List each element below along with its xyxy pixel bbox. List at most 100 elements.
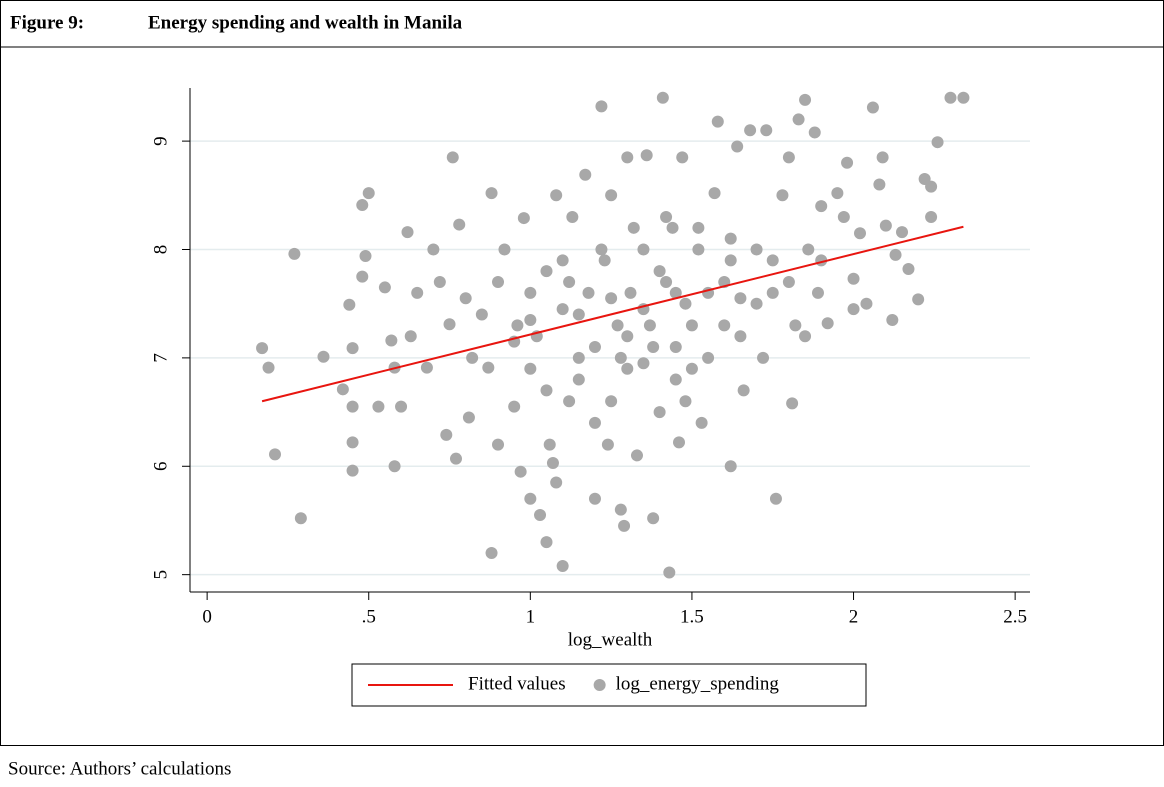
point (579, 168, 592, 181)
point (543, 438, 556, 451)
point (660, 210, 673, 223)
point (811, 286, 824, 299)
point (912, 293, 925, 306)
point (588, 341, 601, 354)
point (256, 342, 269, 355)
point (605, 189, 618, 202)
legend-label: log_energy_spending (616, 673, 780, 694)
point (647, 512, 660, 525)
point (737, 384, 750, 397)
point (630, 449, 643, 462)
source-note: Source: Authors’ calculations (8, 758, 231, 779)
point (475, 308, 488, 321)
legend-box (351, 663, 867, 707)
point (317, 350, 330, 363)
point (395, 400, 408, 413)
point (653, 265, 666, 278)
point (637, 243, 650, 256)
point (734, 330, 747, 343)
x-tick-label: 0 (202, 606, 212, 627)
point (550, 476, 563, 489)
point (808, 126, 821, 139)
point (269, 448, 282, 461)
point (346, 400, 359, 413)
point (540, 265, 553, 278)
point (556, 303, 569, 316)
point (873, 178, 886, 191)
point (582, 286, 595, 299)
point (492, 276, 505, 289)
point (420, 361, 433, 374)
point (517, 212, 530, 225)
point (588, 492, 601, 505)
point (492, 438, 505, 451)
point (925, 180, 938, 193)
point (588, 416, 601, 429)
point (889, 248, 902, 261)
point (931, 136, 944, 149)
figure-label: Figure 9: (10, 12, 84, 33)
point (685, 319, 698, 332)
x-tick-label: 2.5 (1003, 606, 1027, 627)
point (792, 113, 805, 126)
point (799, 93, 812, 106)
point (485, 546, 498, 559)
point (572, 308, 585, 321)
point (676, 151, 689, 164)
point (550, 189, 563, 202)
point (866, 101, 879, 114)
point (511, 319, 524, 332)
point (925, 210, 938, 223)
point (611, 319, 624, 332)
y-tick-label: 8 (150, 245, 171, 255)
point (837, 210, 850, 223)
point (944, 91, 957, 104)
point (734, 292, 747, 305)
point (482, 361, 495, 374)
point (802, 243, 815, 256)
point (860, 297, 873, 310)
point (401, 226, 414, 239)
point (556, 559, 569, 572)
point (388, 460, 401, 473)
point (643, 319, 656, 332)
point (666, 221, 679, 234)
point (744, 124, 757, 137)
point (498, 243, 511, 256)
point (724, 254, 737, 267)
point (466, 351, 479, 364)
point (385, 334, 398, 347)
point (621, 362, 634, 375)
point (443, 318, 456, 331)
point (766, 254, 779, 267)
point (695, 416, 708, 429)
point (524, 313, 537, 326)
y-tick-label: 7 (150, 353, 171, 363)
point (618, 519, 631, 532)
point (440, 428, 453, 441)
point (786, 397, 799, 410)
point (660, 276, 673, 289)
point (853, 227, 866, 240)
point (673, 436, 686, 449)
point (821, 317, 834, 330)
point (847, 303, 860, 316)
point (524, 492, 537, 505)
point (957, 91, 970, 104)
point (847, 272, 860, 285)
point (540, 536, 553, 549)
point (595, 243, 608, 256)
point (601, 438, 614, 451)
point (524, 286, 537, 299)
point (540, 384, 553, 397)
point (637, 357, 650, 370)
point (336, 383, 349, 396)
y-tick-label: 9 (150, 136, 171, 146)
fitted-line (261, 225, 964, 403)
point (692, 221, 705, 234)
point (614, 503, 627, 516)
point (647, 341, 660, 354)
point (886, 313, 899, 326)
point (789, 319, 802, 332)
point (624, 286, 637, 299)
